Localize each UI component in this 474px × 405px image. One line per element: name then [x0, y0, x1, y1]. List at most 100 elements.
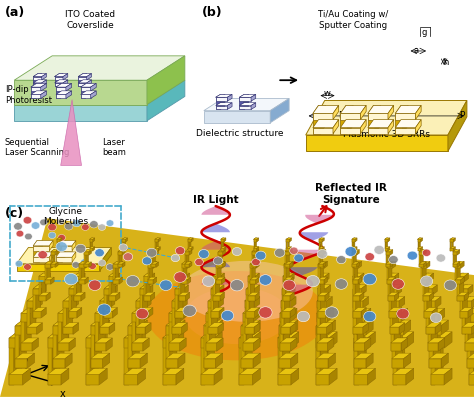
Polygon shape	[188, 240, 191, 242]
Polygon shape	[122, 238, 126, 240]
Polygon shape	[223, 250, 226, 256]
Circle shape	[420, 276, 433, 287]
Polygon shape	[57, 240, 58, 251]
Polygon shape	[365, 338, 371, 351]
Polygon shape	[353, 296, 360, 301]
Polygon shape	[392, 262, 396, 269]
Polygon shape	[143, 338, 149, 351]
Polygon shape	[353, 308, 366, 311]
Polygon shape	[278, 375, 291, 385]
Polygon shape	[340, 114, 347, 134]
Polygon shape	[52, 332, 60, 385]
Polygon shape	[39, 293, 50, 296]
Polygon shape	[438, 338, 445, 351]
Polygon shape	[320, 106, 326, 134]
Polygon shape	[254, 309, 260, 322]
Circle shape	[297, 311, 310, 322]
Circle shape	[389, 256, 398, 264]
Polygon shape	[33, 246, 39, 262]
Polygon shape	[353, 289, 361, 295]
Polygon shape	[319, 264, 324, 269]
Circle shape	[335, 279, 347, 290]
Polygon shape	[31, 95, 41, 99]
Polygon shape	[280, 309, 290, 313]
Polygon shape	[58, 238, 60, 251]
Polygon shape	[140, 353, 147, 368]
Polygon shape	[401, 309, 408, 322]
Polygon shape	[450, 247, 456, 249]
Polygon shape	[318, 285, 331, 289]
Polygon shape	[179, 273, 185, 277]
Polygon shape	[228, 103, 232, 110]
Circle shape	[58, 235, 65, 241]
Polygon shape	[256, 277, 259, 284]
Polygon shape	[201, 224, 230, 232]
Polygon shape	[460, 289, 463, 318]
Polygon shape	[51, 264, 55, 268]
Polygon shape	[284, 277, 293, 280]
Polygon shape	[211, 285, 219, 289]
Polygon shape	[100, 301, 109, 309]
Polygon shape	[435, 332, 443, 385]
Polygon shape	[104, 285, 112, 289]
Polygon shape	[109, 273, 120, 277]
Polygon shape	[324, 262, 328, 269]
Polygon shape	[356, 285, 361, 318]
Polygon shape	[90, 247, 95, 249]
Polygon shape	[51, 250, 58, 252]
Polygon shape	[239, 369, 261, 375]
Polygon shape	[109, 277, 116, 282]
Polygon shape	[457, 277, 460, 301]
Circle shape	[221, 311, 234, 321]
Polygon shape	[118, 250, 125, 252]
Polygon shape	[286, 249, 290, 251]
Polygon shape	[352, 252, 357, 256]
Polygon shape	[281, 327, 291, 335]
Polygon shape	[320, 273, 324, 301]
Polygon shape	[241, 353, 260, 359]
Polygon shape	[353, 280, 358, 284]
Polygon shape	[140, 289, 143, 318]
Polygon shape	[179, 273, 190, 277]
Polygon shape	[143, 309, 149, 322]
Polygon shape	[389, 289, 392, 318]
Polygon shape	[203, 320, 215, 326]
Polygon shape	[81, 88, 85, 99]
Polygon shape	[283, 273, 294, 277]
Polygon shape	[319, 250, 326, 252]
Polygon shape	[58, 338, 75, 343]
Polygon shape	[82, 75, 87, 87]
Circle shape	[119, 244, 128, 252]
Polygon shape	[245, 301, 248, 335]
Polygon shape	[354, 353, 373, 359]
Polygon shape	[462, 301, 465, 335]
Polygon shape	[15, 320, 35, 326]
Circle shape	[422, 249, 431, 257]
Polygon shape	[392, 359, 404, 368]
Polygon shape	[323, 250, 326, 256]
Polygon shape	[386, 264, 390, 268]
Polygon shape	[51, 252, 53, 268]
Polygon shape	[55, 77, 63, 81]
Polygon shape	[243, 343, 254, 351]
Polygon shape	[140, 285, 153, 289]
Polygon shape	[431, 375, 444, 385]
Polygon shape	[253, 332, 261, 348]
Polygon shape	[55, 262, 58, 268]
Polygon shape	[128, 320, 147, 326]
Polygon shape	[87, 81, 91, 87]
Polygon shape	[136, 301, 139, 335]
Polygon shape	[353, 285, 361, 289]
Polygon shape	[290, 293, 294, 301]
Polygon shape	[175, 308, 189, 311]
Polygon shape	[241, 359, 253, 368]
Polygon shape	[122, 240, 126, 242]
Circle shape	[136, 309, 148, 319]
Polygon shape	[147, 264, 153, 269]
Polygon shape	[182, 264, 183, 284]
Polygon shape	[390, 323, 405, 327]
Polygon shape	[252, 262, 259, 264]
Polygon shape	[317, 297, 326, 301]
Polygon shape	[286, 262, 290, 284]
Polygon shape	[163, 332, 184, 338]
